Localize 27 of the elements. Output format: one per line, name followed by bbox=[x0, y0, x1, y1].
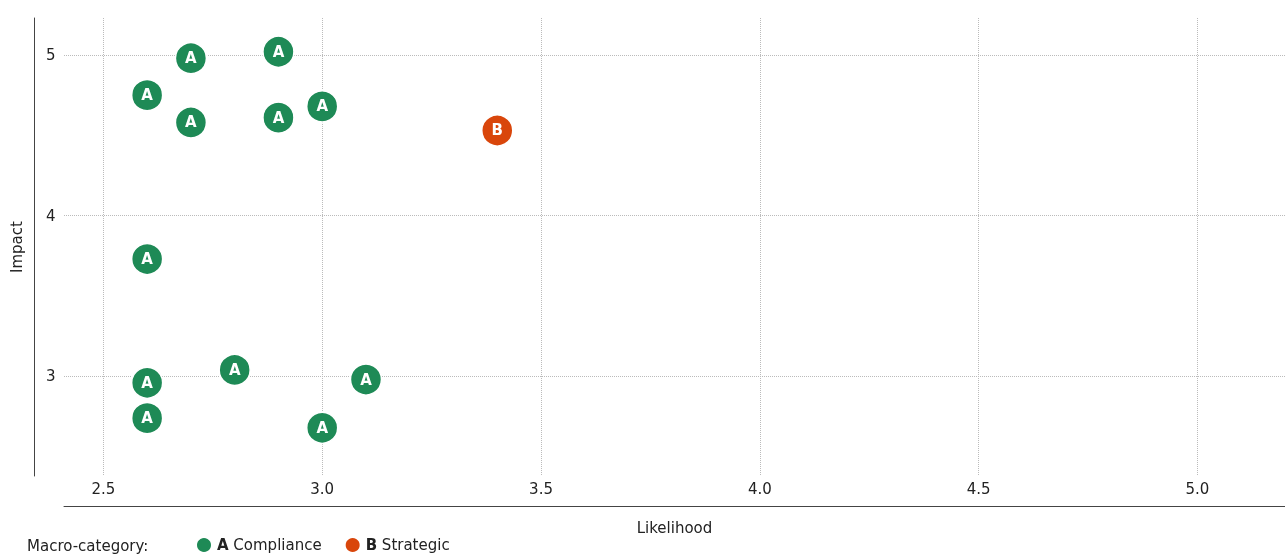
x-tick-label: 2.5 bbox=[91, 479, 116, 498]
data-label: A bbox=[228, 360, 241, 379]
legend-title: Macro-category: bbox=[27, 536, 149, 555]
data-label: A bbox=[272, 108, 285, 127]
data-label: A bbox=[185, 49, 198, 68]
data-label: A bbox=[141, 409, 154, 428]
data-label: A bbox=[272, 42, 285, 61]
legend-label: B Strategic bbox=[365, 536, 450, 554]
x-tick-label: 4.5 bbox=[966, 479, 991, 498]
data-label: A bbox=[316, 418, 329, 437]
data-label: A bbox=[185, 113, 198, 132]
x-tick-label: 3.0 bbox=[310, 479, 335, 498]
y-tick-label: 5 bbox=[46, 45, 56, 64]
data-label: A bbox=[360, 370, 373, 389]
x-tick-label: 5.0 bbox=[1185, 479, 1210, 498]
data-label: B bbox=[491, 121, 503, 140]
x-tick-label: 3.5 bbox=[529, 479, 553, 498]
x-axis-title: Likelihood bbox=[636, 518, 713, 537]
data-label: A bbox=[141, 250, 154, 269]
y-tick-label: 4 bbox=[46, 206, 56, 225]
legend-label: A Compliance bbox=[217, 536, 322, 554]
data-label: A bbox=[141, 86, 154, 105]
x-tick-label: 4.0 bbox=[747, 479, 772, 498]
y-tick-label: 3 bbox=[46, 367, 56, 386]
y-axis-title: Impact bbox=[7, 220, 26, 273]
data-label: A bbox=[141, 373, 154, 392]
data-label: A bbox=[316, 97, 329, 116]
